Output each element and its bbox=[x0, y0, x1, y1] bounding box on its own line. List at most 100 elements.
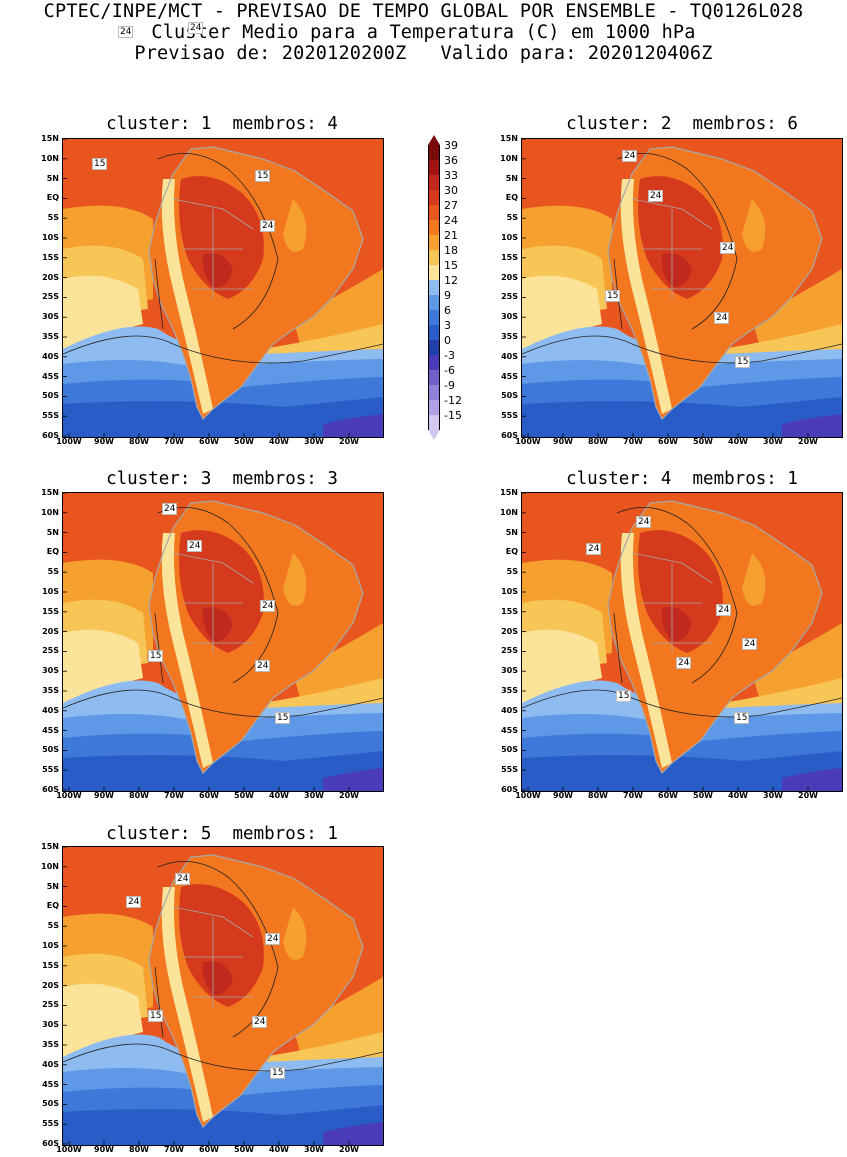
panel-title-4: cluster: 4 membros: 1 bbox=[566, 469, 798, 489]
lat-label: 25S bbox=[42, 646, 59, 656]
contour-label: 24 bbox=[586, 543, 602, 555]
lon-label: 100W bbox=[56, 437, 82, 446]
lat-label: 25S bbox=[42, 1000, 59, 1010]
lat-label: 15S bbox=[42, 252, 59, 262]
lat-label: 20S bbox=[501, 626, 518, 636]
lat-label: 15S bbox=[501, 252, 518, 262]
lat-label: 60S bbox=[42, 1139, 59, 1148]
lat-label: 10N bbox=[500, 153, 518, 163]
lat-label: EQ bbox=[46, 193, 59, 203]
map-panel-cluster-1 bbox=[62, 138, 384, 438]
colorbar-label: -6 bbox=[444, 364, 455, 377]
lat-label: 10S bbox=[501, 233, 518, 242]
colorbar-segment bbox=[428, 280, 440, 295]
lat-label: 50S bbox=[501, 745, 518, 755]
contour-label: 24 bbox=[188, 22, 204, 34]
lat-label: 35S bbox=[501, 686, 518, 695]
contour-label: 15 bbox=[735, 356, 751, 368]
panel-title-2: cluster: 2 membros: 6 bbox=[566, 114, 798, 134]
lat-label: EQ bbox=[46, 901, 59, 911]
colorbar-segment bbox=[428, 250, 440, 265]
lon-label: 80W bbox=[588, 437, 608, 446]
lon-label: 90W bbox=[94, 437, 114, 446]
lat-label: 50S bbox=[42, 745, 59, 755]
lat-label: 55S bbox=[501, 765, 518, 775]
lat-label: EQ bbox=[46, 547, 59, 557]
lat-label: 45S bbox=[42, 371, 59, 381]
lon-label: 100W bbox=[515, 437, 541, 446]
lon-label: 20W bbox=[339, 791, 359, 800]
lat-label: 35S bbox=[42, 1040, 59, 1049]
lat-label: 15N bbox=[500, 488, 518, 497]
lat-label: 40S bbox=[501, 705, 518, 715]
lat-label: 50S bbox=[42, 1099, 59, 1109]
contour-label: 24 bbox=[260, 220, 276, 232]
colorbar-arrow-down bbox=[428, 430, 440, 440]
lon-label: 50W bbox=[693, 437, 713, 446]
lat-label: 30S bbox=[501, 666, 518, 676]
lon-label: 90W bbox=[553, 437, 573, 446]
lat-label: 5S bbox=[506, 567, 518, 577]
lon-label: 60W bbox=[199, 1145, 219, 1154]
colorbar-segment bbox=[428, 355, 440, 370]
colorbar-segment bbox=[428, 145, 440, 160]
lon-label: 30W bbox=[304, 437, 324, 446]
lat-label: 30S bbox=[42, 666, 59, 676]
lat-label: 30S bbox=[501, 312, 518, 322]
map-panel-cluster-4 bbox=[521, 492, 843, 792]
colorbar-label: -9 bbox=[444, 379, 455, 392]
lon-label: 20W bbox=[339, 437, 359, 446]
contour-label: 24 bbox=[175, 873, 191, 885]
colorbar-segment bbox=[428, 340, 440, 355]
lat-label: 25S bbox=[501, 292, 518, 302]
map-panel-cluster-2 bbox=[521, 138, 843, 438]
lat-label: EQ bbox=[505, 547, 518, 557]
contour-label: 24 bbox=[622, 150, 638, 162]
contour-label: 15 bbox=[605, 290, 621, 302]
colorbar-label: 15 bbox=[444, 259, 458, 272]
lon-label: 50W bbox=[234, 1145, 254, 1154]
lon-label: 100W bbox=[56, 1145, 82, 1154]
lat-label: 45S bbox=[42, 725, 59, 735]
colorbar-segment bbox=[428, 370, 440, 385]
colorbar-label: 0 bbox=[444, 334, 451, 347]
contour-label: 24 bbox=[118, 26, 134, 38]
lat-label: 15S bbox=[501, 606, 518, 616]
contour-label: 24 bbox=[162, 503, 178, 515]
lat-label: 5S bbox=[47, 213, 59, 223]
lat-label: 15N bbox=[41, 842, 59, 851]
lat-label: 60S bbox=[42, 785, 59, 794]
lon-label: 90W bbox=[553, 791, 573, 800]
lat-label: 40S bbox=[42, 351, 59, 361]
lat-label: 10N bbox=[500, 507, 518, 517]
lon-label: 70W bbox=[623, 791, 643, 800]
colorbar-segment bbox=[428, 310, 440, 325]
contour-label: 15 bbox=[616, 690, 632, 702]
colorbar-label: -12 bbox=[444, 394, 462, 407]
colorbar-segment bbox=[428, 190, 440, 205]
lon-label: 100W bbox=[515, 791, 541, 800]
lat-label: 10N bbox=[41, 507, 59, 517]
contour-label: 24 bbox=[126, 896, 142, 908]
colorbar-label: 27 bbox=[444, 199, 458, 212]
contour-label: 15 bbox=[734, 712, 750, 724]
contour-label: 24 bbox=[716, 604, 732, 616]
lon-label: 80W bbox=[129, 437, 149, 446]
lat-label: 5S bbox=[47, 567, 59, 577]
contour-label: 15 bbox=[275, 712, 291, 724]
figure-title-line-1: CPTEC/INPE/MCT - PREVISAO DE TEMPO GLOBA… bbox=[43, 1, 804, 22]
lon-label: 70W bbox=[623, 437, 643, 446]
lat-label: 5N bbox=[46, 173, 59, 183]
colorbar-segment bbox=[428, 325, 440, 340]
contour-label: 15 bbox=[148, 650, 164, 662]
lon-label: 70W bbox=[164, 1145, 184, 1154]
contour-label: 24 bbox=[714, 312, 730, 324]
lat-label: 5N bbox=[46, 881, 59, 891]
lat-label: 5N bbox=[505, 527, 518, 537]
lon-label: 50W bbox=[693, 791, 713, 800]
panel-title-1: cluster: 1 membros: 4 bbox=[106, 114, 338, 134]
contour-label: 24 bbox=[260, 600, 276, 612]
colorbar-label: 21 bbox=[444, 229, 458, 242]
lat-label: 55S bbox=[42, 1119, 59, 1129]
contour-label: 15 bbox=[255, 170, 271, 182]
